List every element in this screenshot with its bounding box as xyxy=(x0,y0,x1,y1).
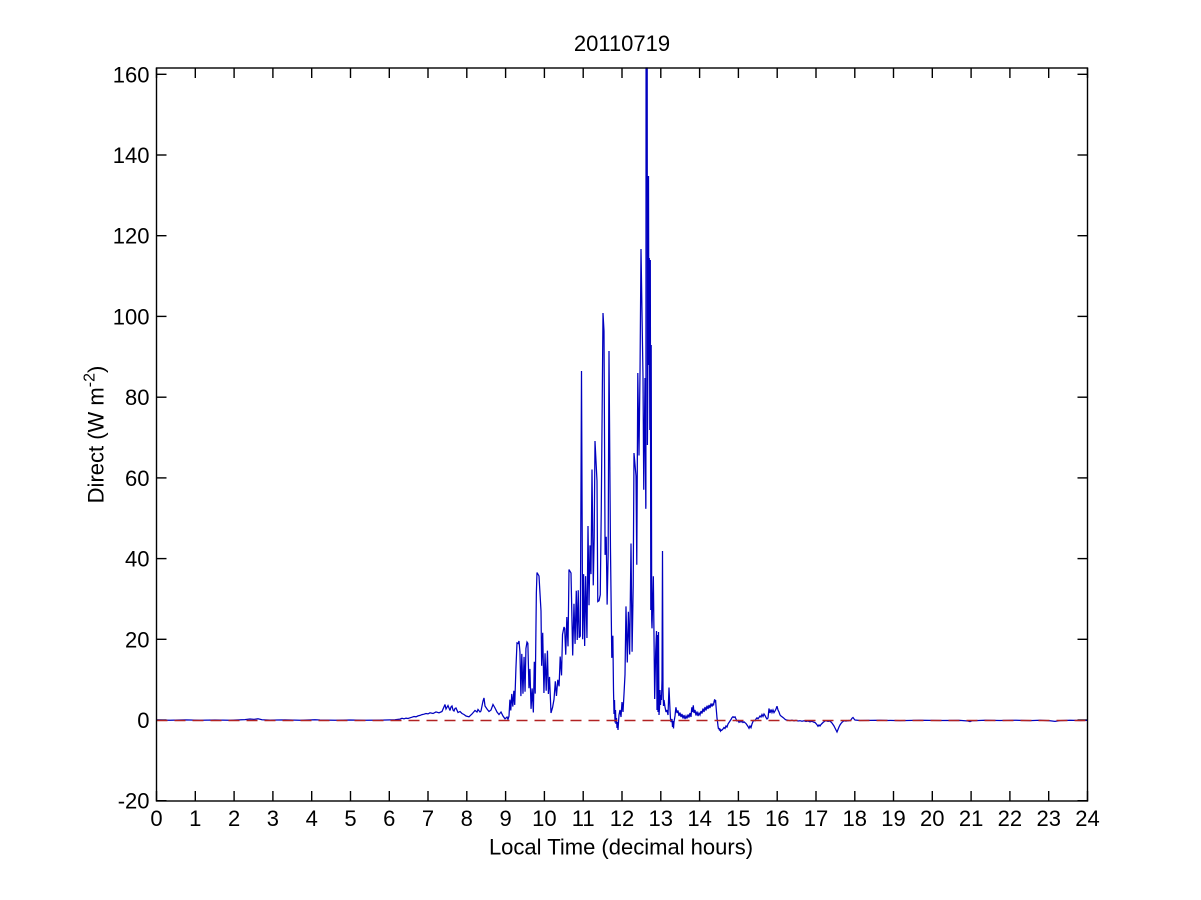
svg-text:2: 2 xyxy=(228,806,240,831)
svg-text:5: 5 xyxy=(344,806,356,831)
svg-text:8: 8 xyxy=(461,806,473,831)
svg-text:6: 6 xyxy=(383,806,395,831)
svg-text:Local Time (decimal hours): Local Time (decimal hours) xyxy=(489,835,753,860)
svg-text:Direct (W m-2): Direct (W m-2) xyxy=(82,366,109,504)
svg-text:24: 24 xyxy=(1075,806,1099,831)
svg-text:20110719: 20110719 xyxy=(574,31,670,56)
svg-text:160: 160 xyxy=(113,62,150,87)
svg-text:100: 100 xyxy=(113,304,150,329)
svg-text:20: 20 xyxy=(125,627,149,652)
svg-text:80: 80 xyxy=(125,385,149,410)
svg-text:11: 11 xyxy=(572,806,595,831)
svg-text:22: 22 xyxy=(998,806,1022,831)
svg-text:4: 4 xyxy=(306,806,318,831)
svg-text:0: 0 xyxy=(150,806,162,831)
svg-text:23: 23 xyxy=(1036,806,1060,831)
svg-text:40: 40 xyxy=(125,547,149,572)
svg-text:3: 3 xyxy=(267,806,279,831)
svg-text:14: 14 xyxy=(687,806,711,831)
svg-text:16: 16 xyxy=(765,806,789,831)
svg-text:15: 15 xyxy=(726,806,750,831)
svg-text:-20: -20 xyxy=(118,789,150,814)
svg-text:12: 12 xyxy=(610,806,634,831)
svg-text:1: 1 xyxy=(189,806,201,831)
svg-text:13: 13 xyxy=(649,806,673,831)
svg-text:20: 20 xyxy=(920,806,944,831)
svg-text:18: 18 xyxy=(843,806,867,831)
svg-text:21: 21 xyxy=(959,806,983,831)
svg-text:60: 60 xyxy=(125,466,149,491)
svg-text:7: 7 xyxy=(422,806,434,831)
svg-text:120: 120 xyxy=(113,224,150,249)
svg-text:17: 17 xyxy=(804,806,828,831)
svg-text:0: 0 xyxy=(137,708,149,733)
svg-text:140: 140 xyxy=(113,143,150,168)
svg-text:9: 9 xyxy=(499,806,511,831)
svg-text:10: 10 xyxy=(532,806,556,831)
svg-text:19: 19 xyxy=(881,806,905,831)
